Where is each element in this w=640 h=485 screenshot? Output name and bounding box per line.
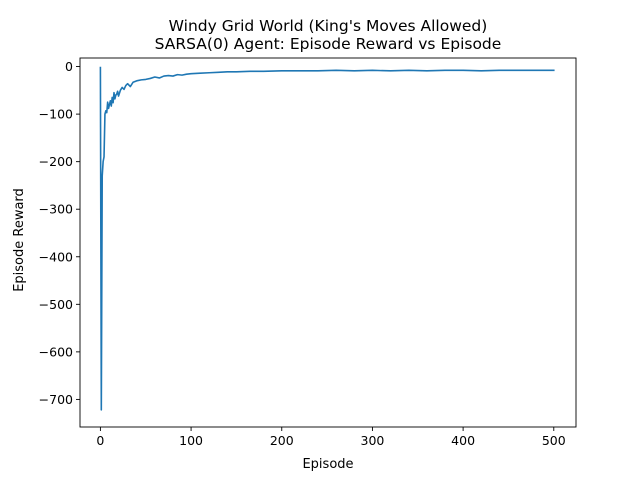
y-tick-label: −200 <box>39 154 73 169</box>
plot-area: 0 100 200 300 400 500 0 −100 −200 −300 −400 −500 −60… <box>39 57 577 448</box>
y-tick-label: −400 <box>39 249 73 264</box>
x-axis-label: Episode <box>302 457 353 472</box>
x-tick-label: 300 <box>361 433 385 448</box>
x-tick-label: 0 <box>96 433 104 448</box>
chart-title-line-2: SARSA(0) Agent: Episode Reward vs Episod… <box>155 35 502 53</box>
y-axis-label: Episode Reward <box>12 188 27 292</box>
x-tick-label: 200 <box>270 433 294 448</box>
x-tick-label: 500 <box>542 433 566 448</box>
axes-frame <box>79 57 577 428</box>
y-tick-label: −100 <box>39 107 73 122</box>
x-tick-label: 400 <box>451 433 475 448</box>
y-tick-label: 0 <box>65 59 73 74</box>
y-tick-label: −500 <box>39 297 73 312</box>
x-tick-label: 100 <box>179 433 203 448</box>
y-tick-label: −300 <box>39 202 73 217</box>
series-line-0 <box>99 66 555 411</box>
chart-title-line-1: Windy Grid World (King's Moves Allowed) <box>169 17 488 35</box>
y-tick-label: −700 <box>39 392 73 407</box>
y-tick-label: −600 <box>39 344 73 359</box>
